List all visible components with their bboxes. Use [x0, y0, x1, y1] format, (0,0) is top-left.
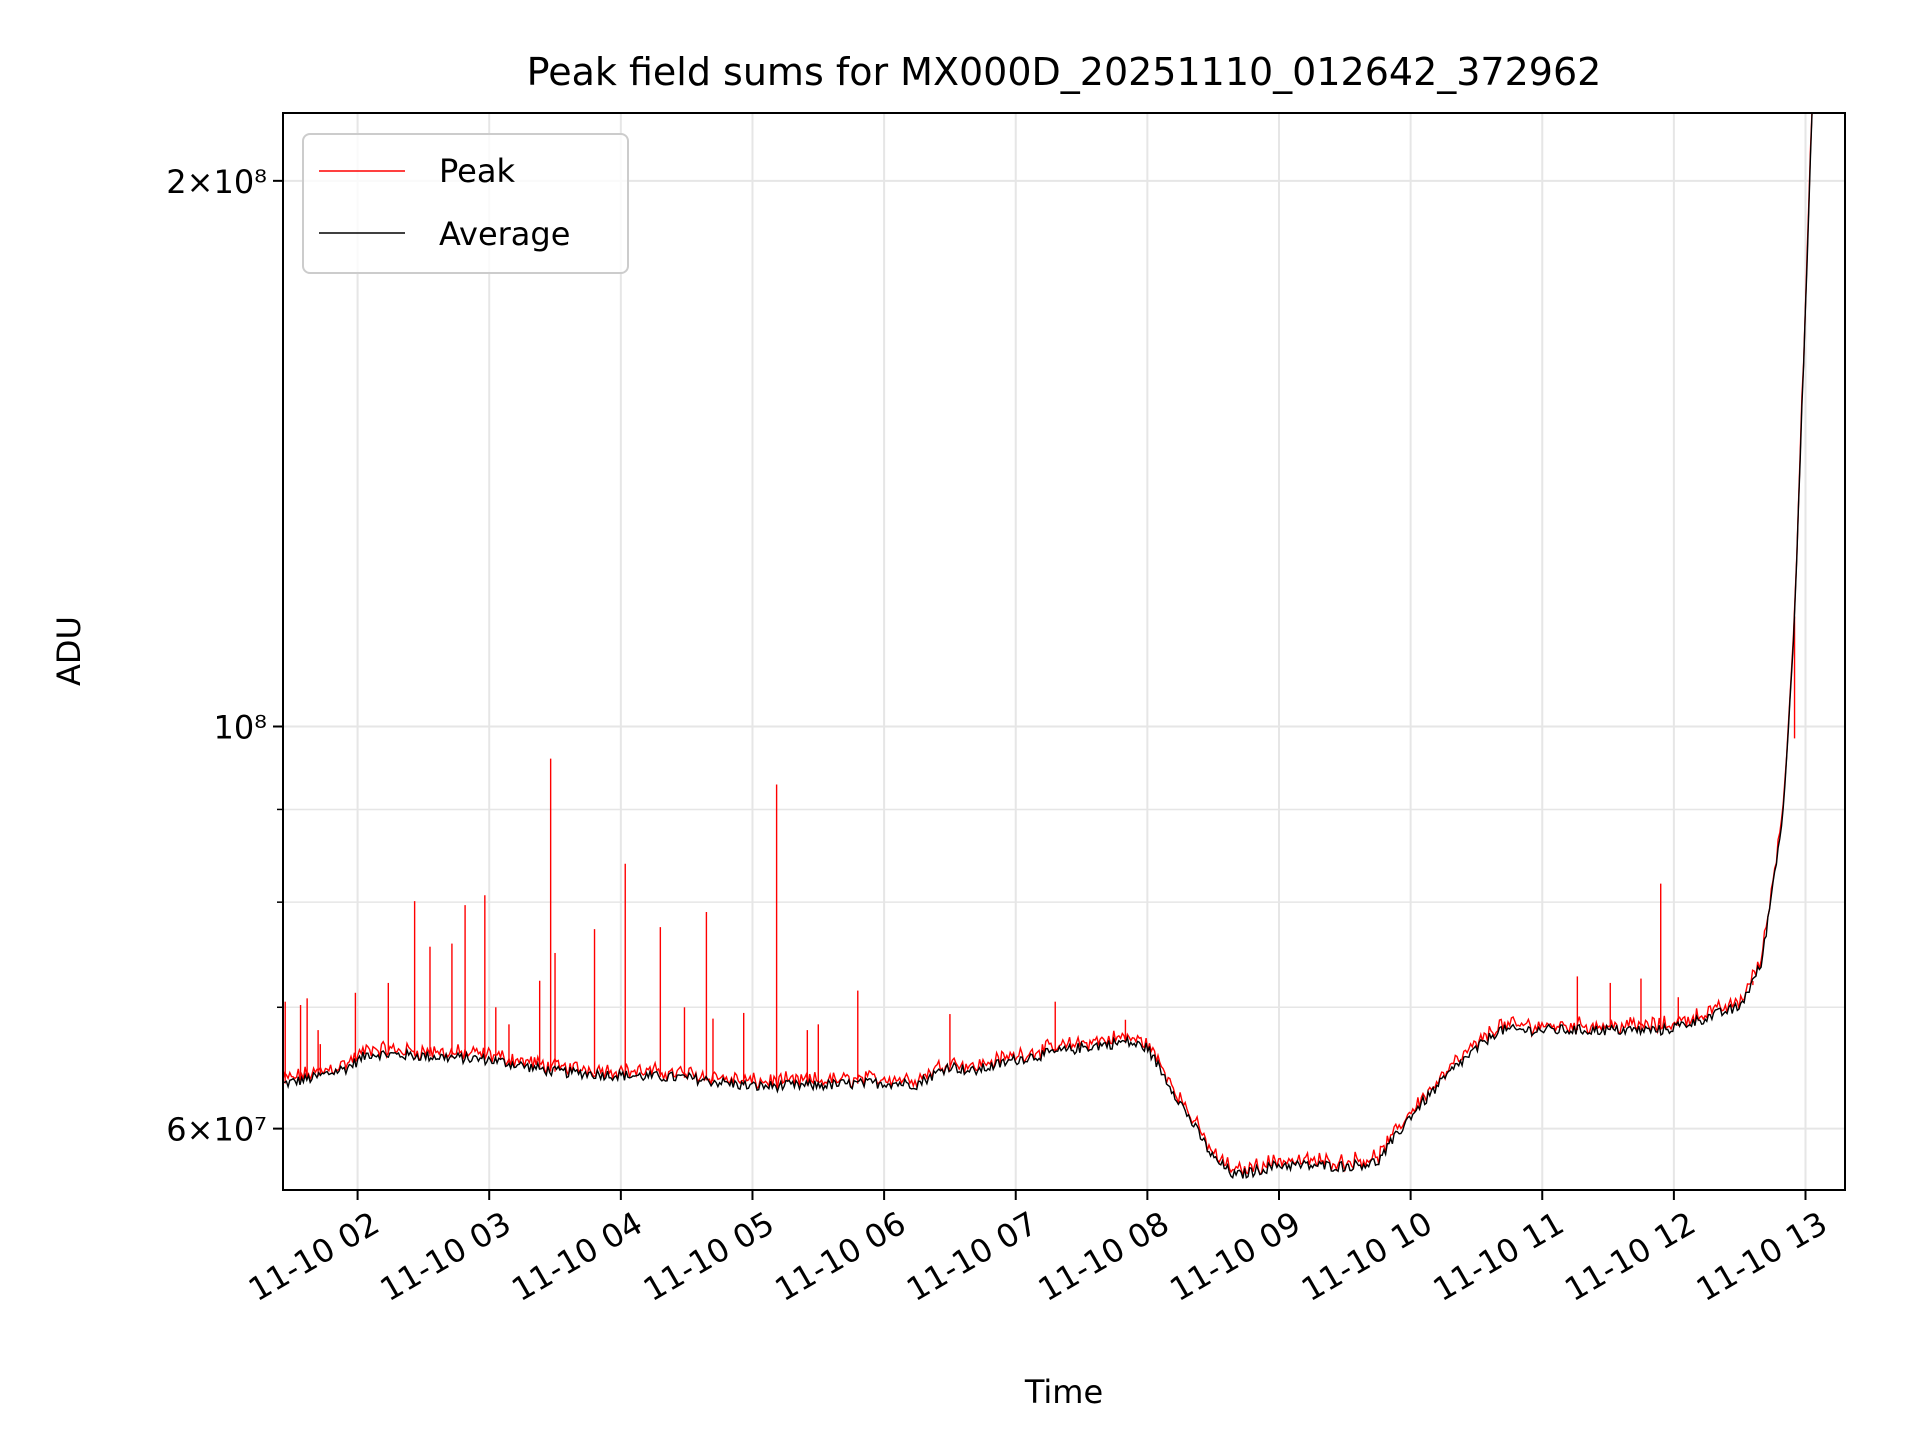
peak-spikes	[284, 616, 1796, 1087]
y-tick-label: 10⁸	[213, 708, 267, 746]
legend-box	[302, 133, 629, 274]
legend-peak-label: Peak	[439, 152, 515, 190]
y-axis-label: ADU	[50, 616, 88, 686]
peak-line	[283, 113, 1813, 1176]
x-axis-label: Time	[1024, 1373, 1103, 1411]
y-tick-label: 2×10⁸	[166, 163, 267, 201]
series-layer	[283, 113, 1813, 1179]
legend-average-label: Average	[439, 215, 570, 253]
chart-title: Peak field sums for MX000D_20251110_0126…	[527, 50, 1602, 94]
axes-frame	[282, 112, 1846, 1191]
series-group	[283, 113, 1813, 1179]
legend: Peak Average	[302, 133, 629, 274]
average-line	[283, 113, 1813, 1179]
y-tick-label: 6×10⁷	[166, 1111, 267, 1149]
